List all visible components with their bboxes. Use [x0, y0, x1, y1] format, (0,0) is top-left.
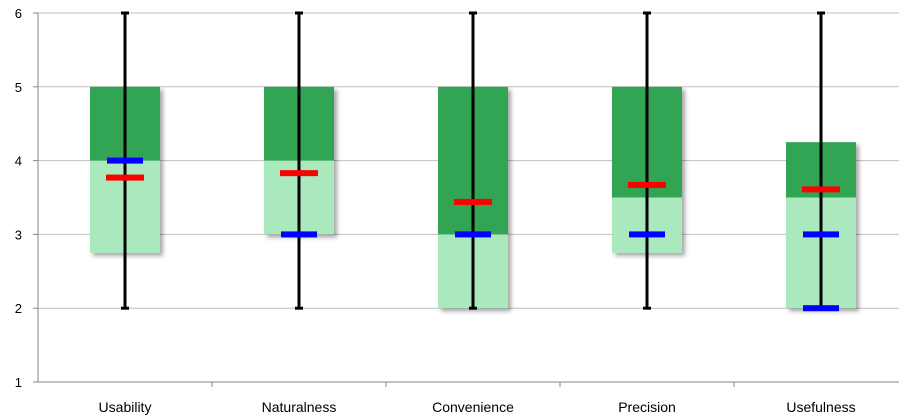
y-tick-label-1: 1 — [15, 375, 22, 390]
y-tick-label-3: 3 — [15, 227, 22, 242]
y-tick-label-4: 4 — [15, 154, 22, 169]
y-tick-label-6: 6 — [15, 6, 22, 21]
mean-marker-naturalness — [280, 170, 318, 177]
mean-marker-convenience — [454, 198, 492, 205]
blue-marker-convenience-0 — [455, 231, 491, 238]
x-label-precision: Precision — [618, 399, 676, 415]
blue-marker-usability-0 — [107, 157, 143, 164]
y-tick-label-2: 2 — [15, 301, 22, 316]
x-category-labels: Usability Naturalness Convenience Precision… — [99, 399, 856, 415]
x-label-naturalness: Naturalness — [262, 399, 337, 415]
mean-marker-usability — [106, 174, 144, 181]
x-label-usefulness: Usefulness — [786, 399, 855, 415]
x-label-convenience: Convenience — [432, 399, 514, 415]
axes — [33, 12, 899, 387]
blue-marker-precision-0 — [629, 231, 665, 238]
blue-marker-naturalness-0 — [281, 231, 317, 238]
y-tick-label-5: 5 — [15, 80, 22, 95]
mean-marker-precision — [628, 181, 666, 188]
x-label-usability: Usability — [99, 399, 152, 415]
y-tick-labels: 1 2 3 4 5 6 — [15, 6, 22, 390]
blue-marker-usefulness-1 — [803, 305, 839, 312]
markers — [106, 157, 840, 312]
blue-marker-usefulness-0 — [803, 231, 839, 238]
mean-marker-usefulness — [802, 186, 840, 193]
